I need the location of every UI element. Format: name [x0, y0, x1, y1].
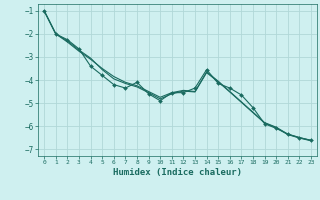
X-axis label: Humidex (Indice chaleur): Humidex (Indice chaleur) [113, 168, 242, 177]
